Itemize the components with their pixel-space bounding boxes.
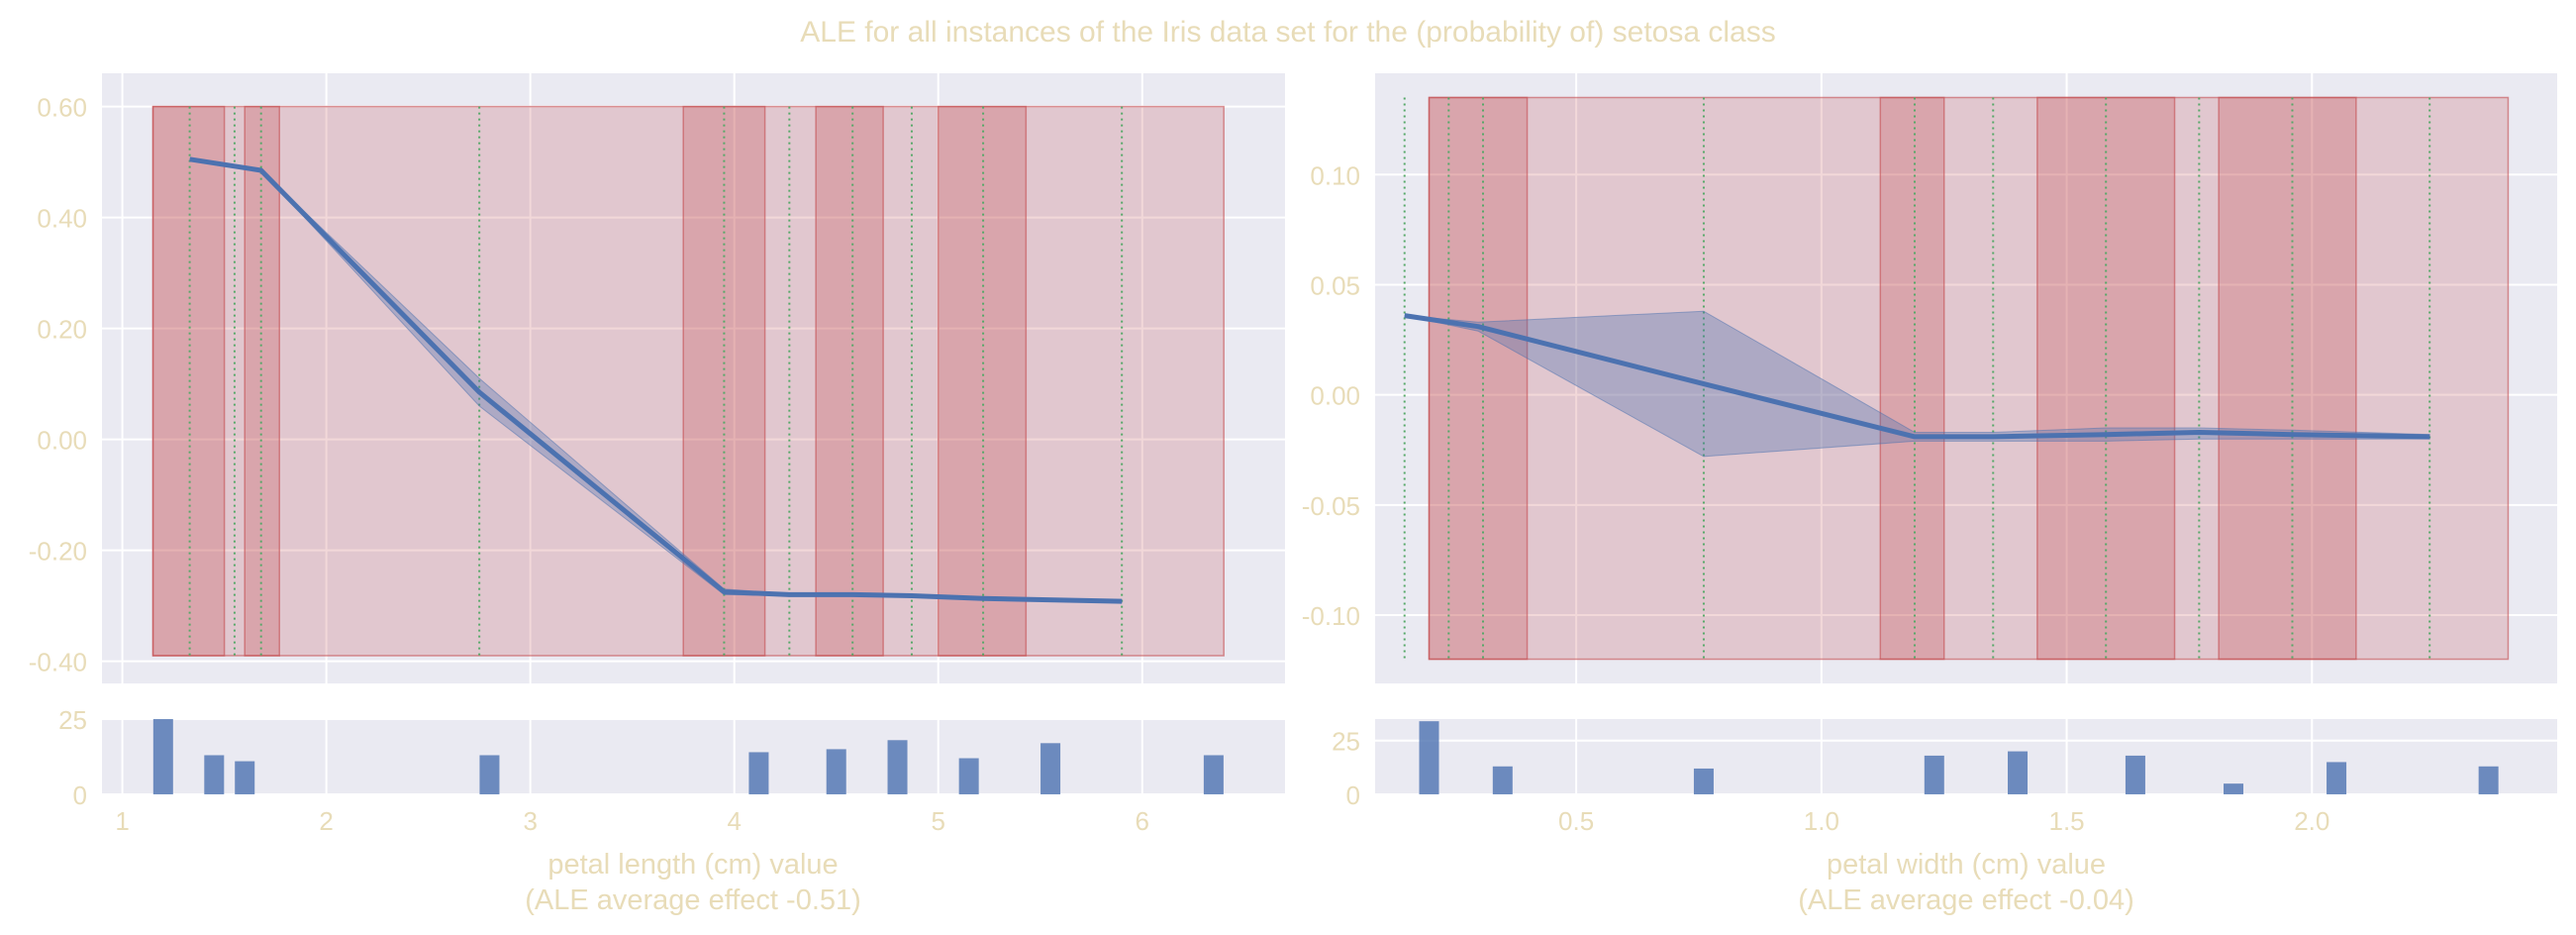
x-tick-label: 1.5: [2048, 806, 2084, 836]
x-tick-label: 0.5: [1558, 806, 1594, 836]
y-tick-label: 0.60: [37, 93, 87, 123]
histogram-y-tick-label: 25: [58, 705, 87, 735]
ale-average-effect-label: (ALE average effect -0.04): [1798, 884, 2134, 916]
histogram-area: [1375, 719, 2557, 794]
histogram-bar: [1203, 755, 1224, 794]
x-tick-label: 2.0: [2294, 806, 2329, 836]
bin-region: [244, 105, 280, 657]
y-tick-label: 0.05: [1310, 270, 1360, 300]
bin-region: [151, 105, 226, 657]
y-tick-labels: 0.60 0.40 0.20 0.00 -0.20 -0.40: [29, 93, 87, 677]
x-tick-label: 2: [319, 806, 333, 836]
x-tick-label: 1.0: [1804, 806, 1839, 836]
histogram-bar: [1040, 743, 1061, 794]
histogram-bar: [2224, 783, 2244, 794]
ale-plot-area: [102, 73, 1285, 683]
histogram-y-tick-label: 0: [1346, 780, 1360, 810]
y-tick-labels: 0.10 0.05 0.00 -0.05 -0.10: [1302, 160, 1360, 631]
histogram-bar: [826, 749, 846, 794]
histogram-area: [102, 719, 1285, 794]
bin-region: [937, 105, 1028, 657]
histogram-bar: [1419, 721, 1439, 794]
histogram-bar: [2125, 755, 2145, 794]
ale-line: [1404, 313, 2430, 440]
histogram-bar: [235, 761, 255, 794]
ale-average-effect-label: (ALE average effect -0.51): [525, 884, 861, 916]
x-tick-label: 5: [932, 806, 945, 836]
bin-regions: [151, 105, 1225, 657]
x-axis-label: petal width (cm) value: [1827, 849, 2106, 881]
histogram-bar: [2327, 762, 2347, 794]
histogram-bar: [748, 752, 769, 794]
y-tick-label: -0.40: [29, 648, 87, 677]
histogram-bar: [1924, 755, 1944, 794]
histogram-bar: [1492, 766, 1513, 794]
y-tick-label: 0.40: [37, 204, 87, 234]
x-tick-label: 3: [523, 806, 537, 836]
histogram-y-tick-labels: 0 25: [1332, 727, 1360, 810]
outer-bin-region: [1428, 96, 2510, 661]
y-tick-label: 0.00: [1310, 381, 1360, 411]
histogram-bar: [479, 755, 500, 794]
y-tick-label: -0.05: [1302, 491, 1360, 521]
histogram-y-tick-label: 0: [73, 780, 87, 810]
y-tick-label: -0.20: [29, 537, 87, 567]
histogram-gridlines: [102, 718, 1285, 795]
histogram-bar: [2008, 751, 2029, 794]
figure-title: ALE for all instances of the Iris data s…: [800, 16, 1775, 49]
x-tick-label: 1: [115, 806, 129, 836]
bin-region: [2218, 96, 2357, 661]
x-tick-labels: 0.5 1.0 1.5 2.0: [1558, 806, 2329, 836]
petal-width-panel: 0.100.050.00-0.05-0.10 025 0.5 1.0 1.5 2.0 …: [1302, 73, 2557, 916]
histogram-bar: [204, 755, 225, 794]
quantile-lines: [188, 106, 1124, 656]
gridlines: [1375, 73, 2557, 683]
histogram-bar: [1693, 768, 1714, 794]
x-tick-labels: 1 2 3 4 5 6: [115, 806, 1149, 836]
quantile-lines: [1403, 97, 2431, 660]
histogram-y-tick-labels: 0 25: [58, 705, 87, 810]
histogram-bar: [958, 758, 979, 794]
y-tick-label: 0.10: [1310, 160, 1360, 190]
x-tick-label: 4: [727, 806, 741, 836]
petal-length-panel: 0.60 0.40 0.20 0.00 -0.20 -0.40 0 25 1 2 3 4 5 6 pe…: [29, 73, 1285, 916]
y-tick-label: 0.20: [37, 315, 87, 345]
histogram-bars: [1419, 721, 2499, 794]
histogram-gridlines: [1375, 719, 2557, 795]
bin-region: [1879, 96, 1945, 661]
confidence-band: [1404, 310, 2430, 458]
ale-line: [189, 156, 1123, 604]
bin-region: [815, 105, 884, 657]
histogram-y-tick-label: 25: [1332, 727, 1360, 757]
y-tick-label: 0.00: [37, 426, 87, 456]
x-tick-label: 6: [1136, 806, 1149, 836]
bin-region: [1428, 96, 1529, 661]
histogram-bar: [887, 740, 908, 794]
histogram-bar: [2478, 766, 2499, 794]
histogram-bars: [152, 719, 1224, 794]
x-axis-label: petal length (cm) value: [547, 849, 838, 881]
histogram-bar: [152, 719, 173, 794]
y-tick-label: -0.10: [1302, 601, 1360, 631]
